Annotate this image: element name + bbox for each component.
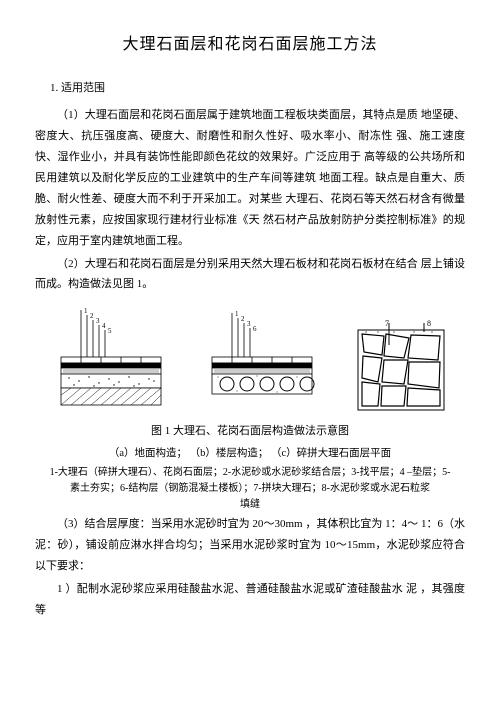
diagram-a: 1 2 3 4 5 (51, 305, 171, 415)
figure-legend-1: 1-大理石（碎拼大理石）、花岗石面层；2-水泥砂或水泥砂浆结合层；3-找平层；4… (35, 465, 465, 480)
figure-caption: 图 1 大理石、花岗石面层构造做法示意图 (35, 421, 465, 442)
svg-text:5: 5 (108, 327, 112, 335)
diagram-b: 1 2 3 6 (202, 305, 322, 415)
figure-subcaption: （a）地面构造； （b）楼层构造； （c）碎拼大理石面层平面 (35, 444, 465, 464)
svg-text:3: 3 (247, 320, 251, 328)
svg-text:8: 8 (427, 320, 431, 328)
figure-legend-3: 填缝 (35, 497, 465, 512)
paragraph-4: 1 ）配制水泥砂浆应采用硅酸盐水泥、普通硅酸盐水泥或矿渣硅酸盐水 泥 ，其强度等 (35, 579, 465, 621)
svg-text:6: 6 (253, 325, 257, 333)
page-title: 大理石面层和花岗石面层施工方法 (35, 30, 465, 60)
paragraph-3: （3）结合层厚度：当采用水泥砂时宜为 20～30mm ，其体积比宜为 1：4～ … (35, 514, 465, 577)
svg-text:3: 3 (96, 317, 100, 325)
figure-1: 1 2 3 4 5 (35, 305, 465, 415)
figure-legend-2: 素土夯实；6-结构层（钢筋混凝土楼板）；7-拼块大理石；8-水泥砂浆或水泥石粒浆 (35, 481, 465, 496)
svg-text:7: 7 (385, 320, 389, 328)
svg-text:2: 2 (241, 315, 245, 323)
paragraph-1: （1）大理石面层和花岗石面层属于建筑地面工程板块类面层，其特点是质 地坚硬、密度… (35, 105, 465, 251)
section-1-head: 1. 适用范围 (50, 78, 465, 99)
svg-text:2: 2 (90, 312, 94, 320)
svg-text:4: 4 (102, 322, 106, 330)
svg-text:1: 1 (235, 310, 239, 318)
diagram-c: 7 8 (354, 320, 449, 415)
paragraph-2: （2）大理石和花岗石面层是分别采用天然大理石板材和花岗石板材在结合 层上铺设而成… (35, 254, 465, 296)
svg-text:1: 1 (84, 307, 88, 315)
